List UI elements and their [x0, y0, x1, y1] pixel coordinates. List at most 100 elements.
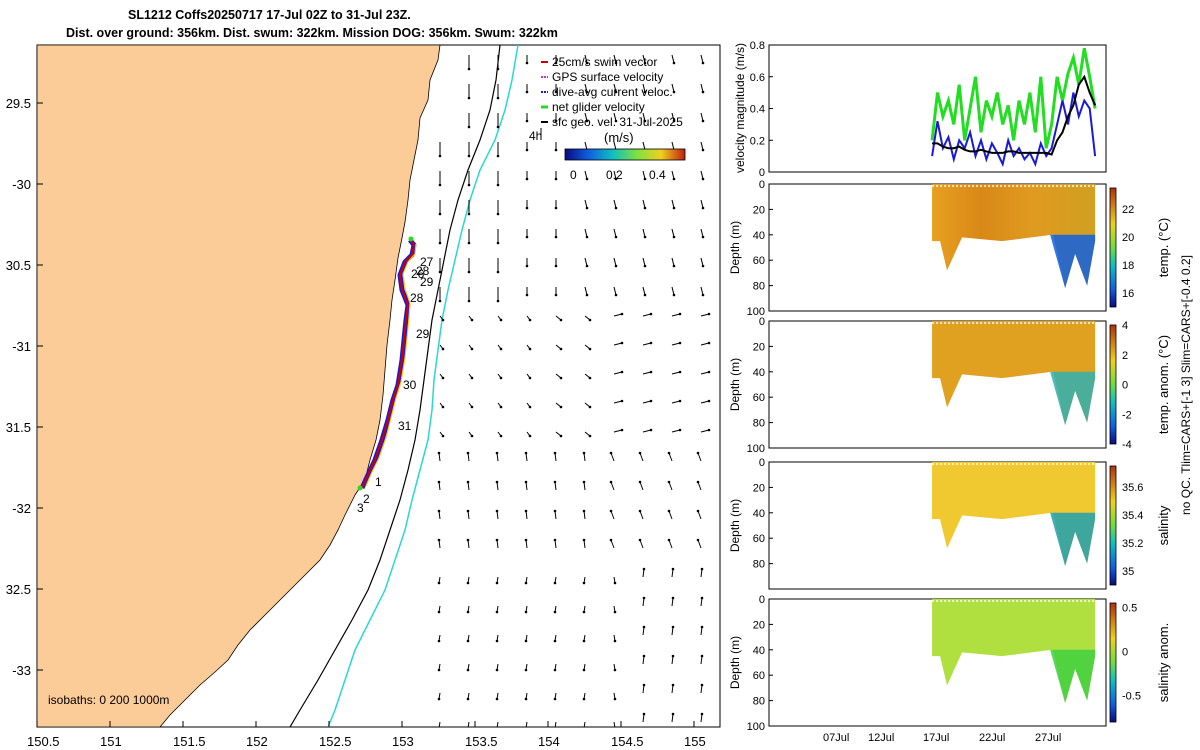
map-y-tick-label: 29.5 [6, 96, 31, 111]
quiver-arrow-head [678, 312, 682, 316]
depth-tick-label: 100 [747, 306, 765, 318]
quiver-arrow-head [553, 538, 557, 542]
quiver-arrow [613, 342, 623, 346]
quiver-arrow-head [672, 264, 676, 268]
quiver-arrow-head [701, 264, 705, 268]
map-y-tick-label: -32 [12, 501, 31, 516]
section-field [932, 321, 1096, 426]
quiver-arrow-head [700, 654, 704, 658]
depth-tick-label: 0 [759, 457, 765, 469]
quiver-arrow-head [495, 538, 499, 542]
depth-tick-label: 40 [753, 508, 765, 520]
quiver-arrow [671, 597, 674, 607]
quiver-arrow-head [701, 206, 705, 210]
quiver-arrow-head [553, 480, 557, 484]
section-deep-anomaly [1050, 512, 1096, 567]
map-x-tick-label: 155 [684, 734, 706, 749]
quiver-arrow [671, 684, 674, 694]
quiver-arrow [496, 452, 499, 462]
map-y-tick-label: -30 [12, 177, 31, 192]
depth-tick-label: 80 [753, 418, 765, 430]
quiver-arrow [584, 286, 588, 296]
glider-track-red [361, 239, 416, 489]
quiver-arrow-head [701, 235, 705, 239]
colorbar-tick-label: 35 [1122, 566, 1134, 578]
legend-label: GPS surface velocity [552, 70, 663, 84]
quiver-arrow-head [614, 206, 618, 210]
quiver-arrow-head [554, 148, 558, 152]
depth-tick-label: 40 [753, 367, 765, 379]
quiver-arrow-head [466, 581, 470, 585]
quiver-arrow-head [620, 341, 624, 345]
quiver-arrow [639, 510, 644, 520]
map-x-tick-label: 154.5 [611, 734, 644, 749]
quiver-arrow [639, 481, 644, 491]
quiver-arrow [697, 510, 702, 520]
quiver-arrow [700, 713, 703, 723]
quiver-arrow [438, 452, 441, 462]
quiver-arrow-head [620, 428, 624, 432]
quiver-arrow-head [499, 405, 503, 409]
quiver-arrow-head [707, 341, 711, 345]
quiver-arrow-head [678, 341, 682, 345]
quiver-arrow [639, 539, 644, 549]
quiver-arrow-head [438, 154, 442, 158]
quiver-arrow [438, 539, 441, 549]
depth-tick-label: 20 [753, 482, 765, 494]
quiver-arrow [642, 228, 646, 238]
depth-tick-label: 20 [753, 341, 765, 353]
quiver-arrow [496, 510, 499, 520]
quiver-arrow [700, 199, 704, 209]
quiver-arrow-head [638, 509, 642, 513]
quiver-arrow-head [437, 480, 441, 484]
depth-tick-label: 60 [753, 670, 765, 682]
quiver-arrow [584, 83, 588, 93]
section-panel: 0 20 40 60 80 100 Depth (m) 0.5 0 -0.5 salinity an… [728, 594, 1171, 733]
quiver-arrow [700, 371, 710, 375]
quiver-arrow [668, 481, 673, 491]
isobath-label: isobaths: 0 200 1000m [48, 693, 169, 707]
quiver-arrow [671, 257, 675, 267]
quiver-arrow-head [467, 67, 471, 71]
quiver-arrow-head [554, 119, 558, 123]
quiver-arrow [700, 400, 710, 404]
colorbar-tick-label: -2 [1122, 409, 1132, 421]
quiver-arrow-head [438, 212, 442, 216]
quiver-arrow [700, 597, 703, 607]
vel-y-tick-label: 0.8 [750, 40, 765, 52]
quiver-arrow-head [466, 451, 470, 455]
quiver-arrow-head [701, 293, 705, 297]
quiver-arrow-head [470, 347, 474, 351]
track-end-marker [408, 236, 414, 242]
quiver-arrow-head [696, 451, 700, 455]
qc-note: no QC. Tlim=CARS+[-1 3] Slim=CARS+[-0.4 … [1179, 255, 1193, 515]
geostrophic-velocity-arrows [437, 54, 711, 727]
quiver-arrow [610, 539, 615, 549]
quiver-arrow-head [524, 610, 528, 614]
quiver-arrow-head [588, 434, 592, 438]
quiver-arrow-head [470, 434, 474, 438]
quiver-arrow [584, 112, 588, 122]
quiver-arrow-head [559, 347, 563, 351]
quiver-arrow-head [643, 177, 647, 181]
quiver-arrow [642, 713, 645, 723]
colorbar-tick-label: 2 [1122, 350, 1128, 362]
quiver-arrow-head [525, 119, 529, 123]
section-colorbar [1109, 187, 1117, 308]
day-label: 3 [357, 501, 364, 515]
colorbar-tick-label: 0 [1122, 646, 1128, 658]
quiver-arrow-head [613, 610, 617, 614]
quiver-arrow [525, 452, 528, 462]
quiver-arrow [525, 481, 528, 491]
quiver-arrow [642, 342, 652, 346]
depth-tick-label: 60 [753, 255, 765, 267]
quiver-arrow-head [499, 347, 503, 351]
quiver-arrow [671, 713, 674, 723]
quiver-arrow-head [559, 405, 563, 409]
quiver-arrow-head [496, 183, 500, 187]
isobath-200 [327, 45, 519, 727]
map-x-tick-label: 152.5 [319, 734, 352, 749]
quiver-arrow-head [585, 61, 589, 65]
quiver-arrow-head [525, 293, 529, 297]
quiver-arrow [642, 257, 646, 267]
